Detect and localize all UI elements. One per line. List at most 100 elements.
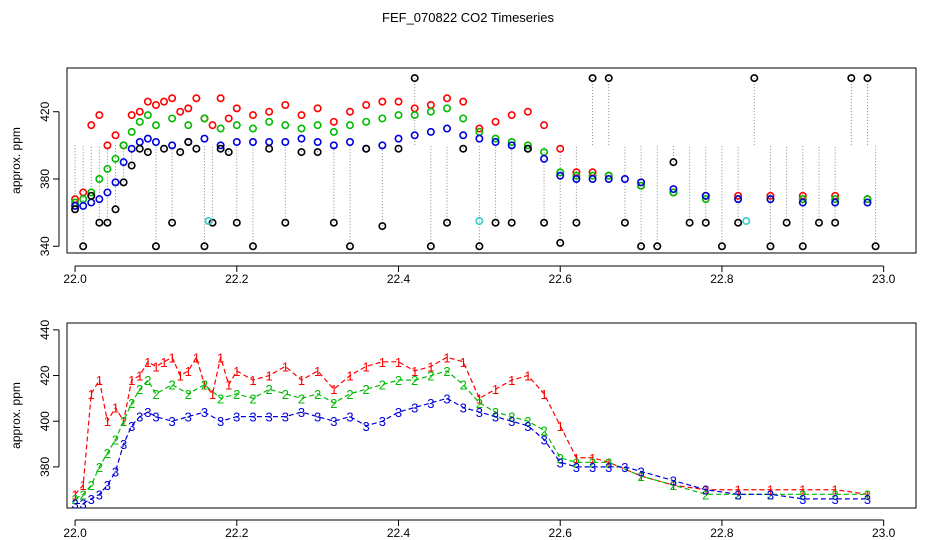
point-ring-3 [572,175,581,184]
point-ring-3 [248,138,257,147]
series-marker-2: 2 [670,478,677,493]
point-raw [798,242,807,251]
series-marker-1: 1 [589,451,596,466]
series-marker-1: 1 [160,355,167,370]
series-marker-1: 1 [346,369,353,384]
series-marker-1: 1 [411,364,418,379]
point-ring-1 [378,97,387,106]
series-marker-1: 1 [136,369,143,384]
point-ring-3 [669,185,678,194]
series-marker-2: 2 [128,396,135,411]
point-ring-1 [523,107,532,116]
series-marker-2: 2 [185,387,192,402]
series-marker-3: 3 [298,405,305,420]
series-marker-2: 2 [96,460,103,475]
series-marker-2: 2 [217,391,224,406]
point-ring-1 [297,111,306,120]
point-ring-1 [135,107,144,116]
point-ring-1 [111,131,120,140]
series-marker-2: 2 [298,391,305,406]
point-ring-3 [410,131,419,140]
point-raw [313,148,322,157]
series-marker-1: 1 [864,487,871,502]
series-marker-3: 3 [379,414,386,429]
point-ring-2 [669,188,678,197]
point-ring-2 [216,124,225,133]
point-raw [208,218,217,227]
series-marker-2: 2 [363,382,370,397]
point-raw [572,218,581,227]
point-ring-3 [556,171,565,180]
series-marker-2: 2 [120,414,127,429]
plot-frame [66,322,917,509]
series-marker-2: 2 [88,478,95,493]
series-marker-2: 2 [395,373,402,388]
series-marker-3: 3 [702,483,709,498]
point-raw [491,218,500,227]
point-ring-3 [540,154,549,163]
point-ring-3 [863,198,872,207]
series-marker-3: 3 [168,414,175,429]
point-raw [766,242,775,251]
series-marker-3: 3 [460,401,467,416]
point-raw [475,242,484,251]
point-raw [103,218,112,227]
point-ring-2 [281,121,290,130]
series-marker-3: 3 [573,460,580,475]
y-tick-label: 380 [38,169,52,189]
point-raw [232,218,241,227]
point-ring-2 [410,111,419,120]
series-marker-1: 1 [605,455,612,470]
point-ring-2 [394,111,403,120]
series-marker-1: 1 [104,414,111,429]
x-tick-label: 23.0 [872,272,896,286]
point-raw [329,218,338,227]
point-raw [637,242,646,251]
series-marker-3: 3 [282,410,289,425]
series-marker-3: 3 [266,410,273,425]
point-ring-2 [329,127,338,136]
series-marker-1: 1 [363,359,370,374]
point-ring-3 [168,141,177,150]
point-ring-1 [734,191,743,200]
series-marker-1: 1 [266,369,273,384]
series-marker-3: 3 [524,419,531,434]
series-marker-2: 2 [249,391,256,406]
point-ring-3 [79,201,88,210]
series-marker-3: 3 [104,478,111,493]
series-marker-2: 2 [573,455,580,470]
series-marker-3: 3 [152,410,159,425]
series-marker-1: 1 [427,359,434,374]
point-raw [701,218,710,227]
point-ring-2 [143,111,152,120]
series-marker-3: 3 [427,396,434,411]
point-ring-3 [200,134,209,143]
point-ring-2 [637,181,646,190]
point-raw [95,218,104,227]
point-ring-3 [103,188,112,197]
series-marker-1: 1 [233,364,240,379]
series-marker-3: 3 [330,414,337,429]
series-marker-3: 3 [540,432,547,447]
series-marker-3: 3 [605,460,612,475]
point-raw [540,218,549,227]
point-ring-1 [491,117,500,126]
series-marker-2: 2 [557,451,564,466]
point-raw [588,74,597,83]
series-marker-3: 3 [864,492,871,507]
point-ring-2 [588,171,597,180]
series-marker-3: 3 [128,419,135,434]
x-tick-label: 22.8 [710,526,734,540]
point-ring-3 [216,141,225,150]
point-ring-2 [265,117,274,126]
series-marker-1: 1 [152,359,159,374]
point-ring-3 [265,138,274,147]
point-ring-1 [329,117,338,126]
point-ring-3 [111,178,120,187]
point-ring-1 [281,101,290,110]
point-ring-1 [766,191,775,200]
chart-title: FEF_070822 CO2 Timeseries [382,10,554,25]
series-marker-3: 3 [217,414,224,429]
point-ring-2 [313,121,322,130]
